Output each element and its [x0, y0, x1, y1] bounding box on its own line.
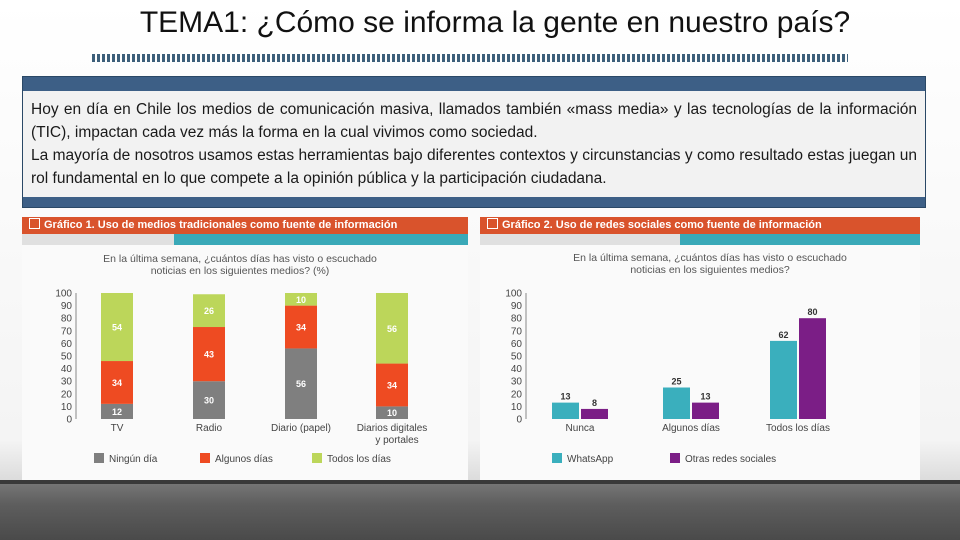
- slide-title: TEMA1: ¿Cómo se informa la gente en nues…: [139, 6, 851, 39]
- bar: [581, 408, 608, 419]
- data-label: 10: [387, 408, 397, 418]
- y-tick-label: 0: [516, 415, 522, 426]
- data-label: 34: [112, 378, 122, 388]
- y-tick-label: 80: [61, 314, 73, 325]
- category-label: Diario (papel): [271, 423, 331, 434]
- bar-segment: [101, 293, 133, 362]
- bar: [692, 402, 719, 419]
- bar: [552, 402, 579, 419]
- chart2-header-text: Gráfico 2. Uso de redes sociales como fu…: [502, 219, 822, 231]
- chart-panel-social-media: Gráfico 2. Uso de redes sociales como fu…: [480, 214, 920, 480]
- data-label: 56: [387, 324, 397, 334]
- chart-icon: [29, 218, 40, 229]
- bar-segment: [101, 361, 133, 404]
- y-tick-label: 40: [511, 364, 523, 375]
- intro-text-box: Hoy en día en Chile los medios de comuni…: [22, 76, 926, 208]
- category-label: Diarios digitales y portales: [357, 423, 428, 446]
- y-tick-label: 80: [511, 314, 523, 325]
- legend-label: Ningún día: [109, 454, 158, 465]
- legend-swatch: [670, 453, 680, 463]
- y-tick-label: 90: [61, 301, 73, 312]
- y-tick-label: 10: [61, 402, 73, 413]
- bar: [799, 318, 826, 419]
- bar: [663, 387, 690, 419]
- bar-segment: [376, 293, 408, 364]
- bar-segment: [376, 363, 408, 407]
- data-label: 13: [700, 392, 710, 402]
- bar-segment: [193, 381, 225, 419]
- chart1-header: Gráfico 1. Uso de medios tradicionales c…: [22, 217, 468, 234]
- data-label: 34: [296, 323, 306, 333]
- chart-panel-traditional-media: Gráfico 1. Uso de medios tradicionales c…: [22, 214, 468, 480]
- y-tick-label: 0: [66, 415, 72, 426]
- y-tick-label: 60: [511, 339, 523, 350]
- chart1-title: En la última semana, ¿cuántos días has v…: [103, 253, 377, 277]
- bar-segment: [376, 406, 408, 419]
- data-label: 54: [112, 323, 122, 333]
- legend-swatch: [200, 453, 210, 463]
- intro-paragraph-2: La mayoría de nosotros usamos estas herr…: [31, 147, 917, 187]
- bar-segment: [285, 305, 317, 349]
- y-tick-label: 100: [505, 289, 522, 300]
- legend-swatch: [312, 453, 322, 463]
- legend-label: Algunos días: [215, 454, 273, 465]
- data-label: 25: [671, 377, 681, 387]
- legend-label: WhatsApp: [567, 454, 614, 465]
- y-tick-label: 70: [61, 326, 73, 337]
- data-label: 56: [296, 379, 306, 389]
- y-tick-label: 60: [61, 339, 73, 350]
- category-label: Radio: [196, 423, 223, 434]
- y-tick-label: 30: [61, 377, 73, 388]
- chart2-header: Gráfico 2. Uso de redes sociales como fu…: [480, 217, 920, 234]
- bar-segment: [193, 327, 225, 382]
- data-label: 34: [387, 380, 397, 390]
- data-label: 80: [807, 307, 817, 317]
- bar-segment: [193, 294, 225, 328]
- data-label: 62: [778, 330, 788, 340]
- chart1-header-text: Gráfico 1. Uso de medios tradicionales c…: [44, 219, 398, 231]
- y-tick-label: 100: [55, 289, 72, 300]
- intro-paragraph-1: Hoy en día en Chile los medios de comuni…: [31, 101, 917, 141]
- bar-segment: [285, 293, 317, 306]
- y-tick-label: 90: [511, 301, 523, 312]
- category-label: Algunos días: [662, 423, 720, 434]
- chart1-header-strip: [22, 234, 468, 245]
- chart1-svg: En la última semana, ¿cuántos días has v…: [55, 253, 428, 465]
- legend-label: Otras redes sociales: [685, 454, 776, 465]
- intro-text: Hoy en día en Chile los medios de comuni…: [23, 91, 925, 197]
- category-label: Todos los días: [766, 423, 830, 434]
- data-label: 10: [296, 295, 306, 305]
- legend-swatch: [552, 453, 562, 463]
- legend-swatch: [94, 453, 104, 463]
- chart2-title: En la última semana, ¿cuántos días has v…: [573, 252, 847, 276]
- category-label: TV: [111, 423, 124, 434]
- y-tick-label: 70: [511, 326, 523, 337]
- data-label: 30: [204, 396, 214, 406]
- data-label: 43: [204, 350, 214, 360]
- chart2-svg: En la última semana, ¿cuántos días has v…: [505, 252, 847, 465]
- y-tick-label: 20: [61, 389, 73, 400]
- y-tick-label: 50: [61, 352, 73, 363]
- chart2-header-strip: [480, 234, 920, 245]
- y-tick-label: 20: [511, 389, 523, 400]
- chart-icon: [487, 218, 498, 229]
- bar-segment: [101, 403, 133, 419]
- legend-label: Todos los días: [327, 454, 391, 465]
- y-tick-label: 10: [511, 402, 523, 413]
- data-label: 26: [204, 306, 214, 316]
- data-label: 8: [592, 398, 597, 408]
- y-tick-label: 50: [511, 352, 523, 363]
- title-underline: [92, 54, 848, 62]
- bar-segment: [285, 348, 317, 419]
- data-label: 12: [112, 407, 122, 417]
- data-label: 13: [560, 392, 570, 402]
- y-tick-label: 30: [511, 377, 523, 388]
- floor-background: [0, 480, 960, 540]
- category-label: Nunca: [566, 423, 595, 434]
- y-tick-label: 40: [61, 364, 73, 375]
- bar: [770, 340, 797, 419]
